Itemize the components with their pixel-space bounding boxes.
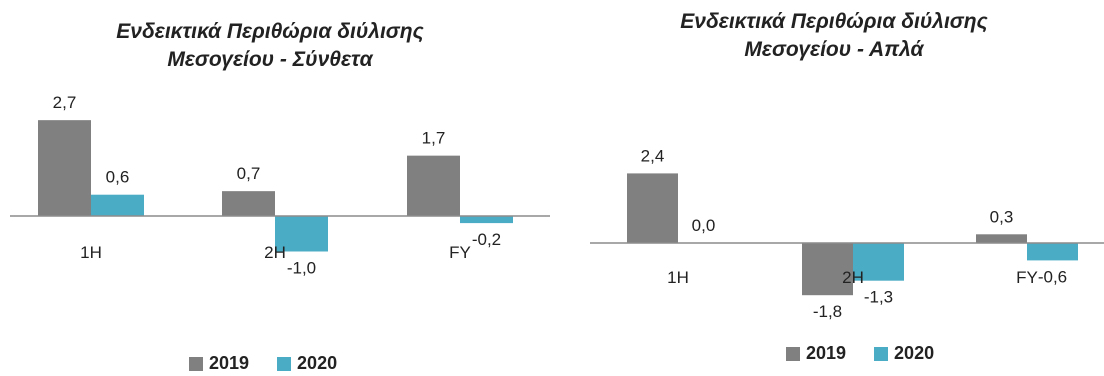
legend-label-2019: 2019 xyxy=(209,353,250,373)
bar-2020-fy xyxy=(1027,243,1078,261)
category-label-2h: 2H xyxy=(264,243,286,262)
bar-2019-fy xyxy=(407,155,460,216)
chart-plot-area: 2,7 0,7 1,7 0,6 -1,0 -0,2 1H 2H FY xyxy=(10,93,550,278)
chart-legend: 2019 2020 xyxy=(189,353,365,374)
data-label-2019-1h: 2,4 xyxy=(641,146,665,165)
bar-2019-1h xyxy=(38,120,91,216)
data-label-2019-1h: 2,7 xyxy=(53,93,77,112)
legend-swatch-2020 xyxy=(277,356,292,371)
legend-item-2019: 2019 xyxy=(189,353,249,374)
category-label-1h: 1H xyxy=(667,268,689,287)
bar-2020-fy xyxy=(460,216,513,224)
legend-swatch-2019 xyxy=(786,346,800,361)
legend-label-2019: 2019 xyxy=(806,343,847,363)
legend-label-2020: 2020 xyxy=(894,343,935,363)
data-label-2019-fy: 1,7 xyxy=(422,129,446,148)
chart-legend: 2019 2020 xyxy=(786,343,962,364)
category-label-fy: FY xyxy=(1016,268,1038,287)
legend-item-2020: 2020 xyxy=(874,343,934,364)
chart-title-line-2: Μεσογείου - Σύνθετα xyxy=(167,48,373,71)
data-label-2020-fy: -0,6 xyxy=(1038,267,1067,286)
legend-label-2020: 2020 xyxy=(297,353,338,373)
legend-swatch-2020 xyxy=(874,346,889,361)
data-label-2020-2h: -1,0 xyxy=(287,259,316,278)
bar-2020-1h xyxy=(91,194,144,216)
data-label-2020-fy: -0,2 xyxy=(472,230,501,249)
chart-plot-area: 2,4 -1,8 0,3 0,0 -1,3 -0,6 1H 2H FY xyxy=(590,146,1104,321)
bar-2020-2h xyxy=(853,243,904,281)
category-label-1h: 1H xyxy=(80,243,102,262)
bar-2020-2h xyxy=(275,216,328,252)
bar-2019-2h xyxy=(222,191,275,216)
data-label-2020-1h: 0,6 xyxy=(106,168,130,187)
chart-title-line-2: Μεσογείου - Απλά xyxy=(744,38,924,61)
category-label-fy: FY xyxy=(449,243,471,262)
bar-2019-fy xyxy=(976,234,1027,243)
chart-simple-margins: Ενδεικτικά Περιθώρια διύλισης Μεσογείου … xyxy=(560,0,1104,376)
bar-2019-2h xyxy=(802,243,853,296)
data-label-2019-2h: 0,7 xyxy=(237,164,261,183)
legend-item-2019: 2019 xyxy=(786,343,846,364)
data-label-2019-fy: 0,3 xyxy=(990,207,1014,226)
data-label-2019-2h: -1,8 xyxy=(813,302,842,321)
legend-swatch-2019 xyxy=(189,356,203,371)
chart-title: Ενδεικτικά Περιθώρια διύλισης Μεσογείου … xyxy=(60,18,480,74)
data-label-2020-1h: 0,0 xyxy=(692,216,716,235)
bar-2019-1h xyxy=(627,173,678,243)
category-label-2h: 2H xyxy=(842,268,864,287)
chart-title-line-1: Ενδεικτικά Περιθώρια διύλισης xyxy=(116,20,424,43)
legend-item-2020: 2020 xyxy=(277,353,337,374)
data-label-2020-2h: -1,3 xyxy=(864,288,893,307)
chart-title-line-1: Ενδεικτικά Περιθώρια διύλισης xyxy=(680,10,988,33)
chart-title: Ενδεικτικά Περιθώρια διύλισης Μεσογείου … xyxy=(624,8,1044,64)
chart-composite-margins: Ενδεικτικά Περιθώρια διύλισης Μεσογείου … xyxy=(10,18,550,374)
